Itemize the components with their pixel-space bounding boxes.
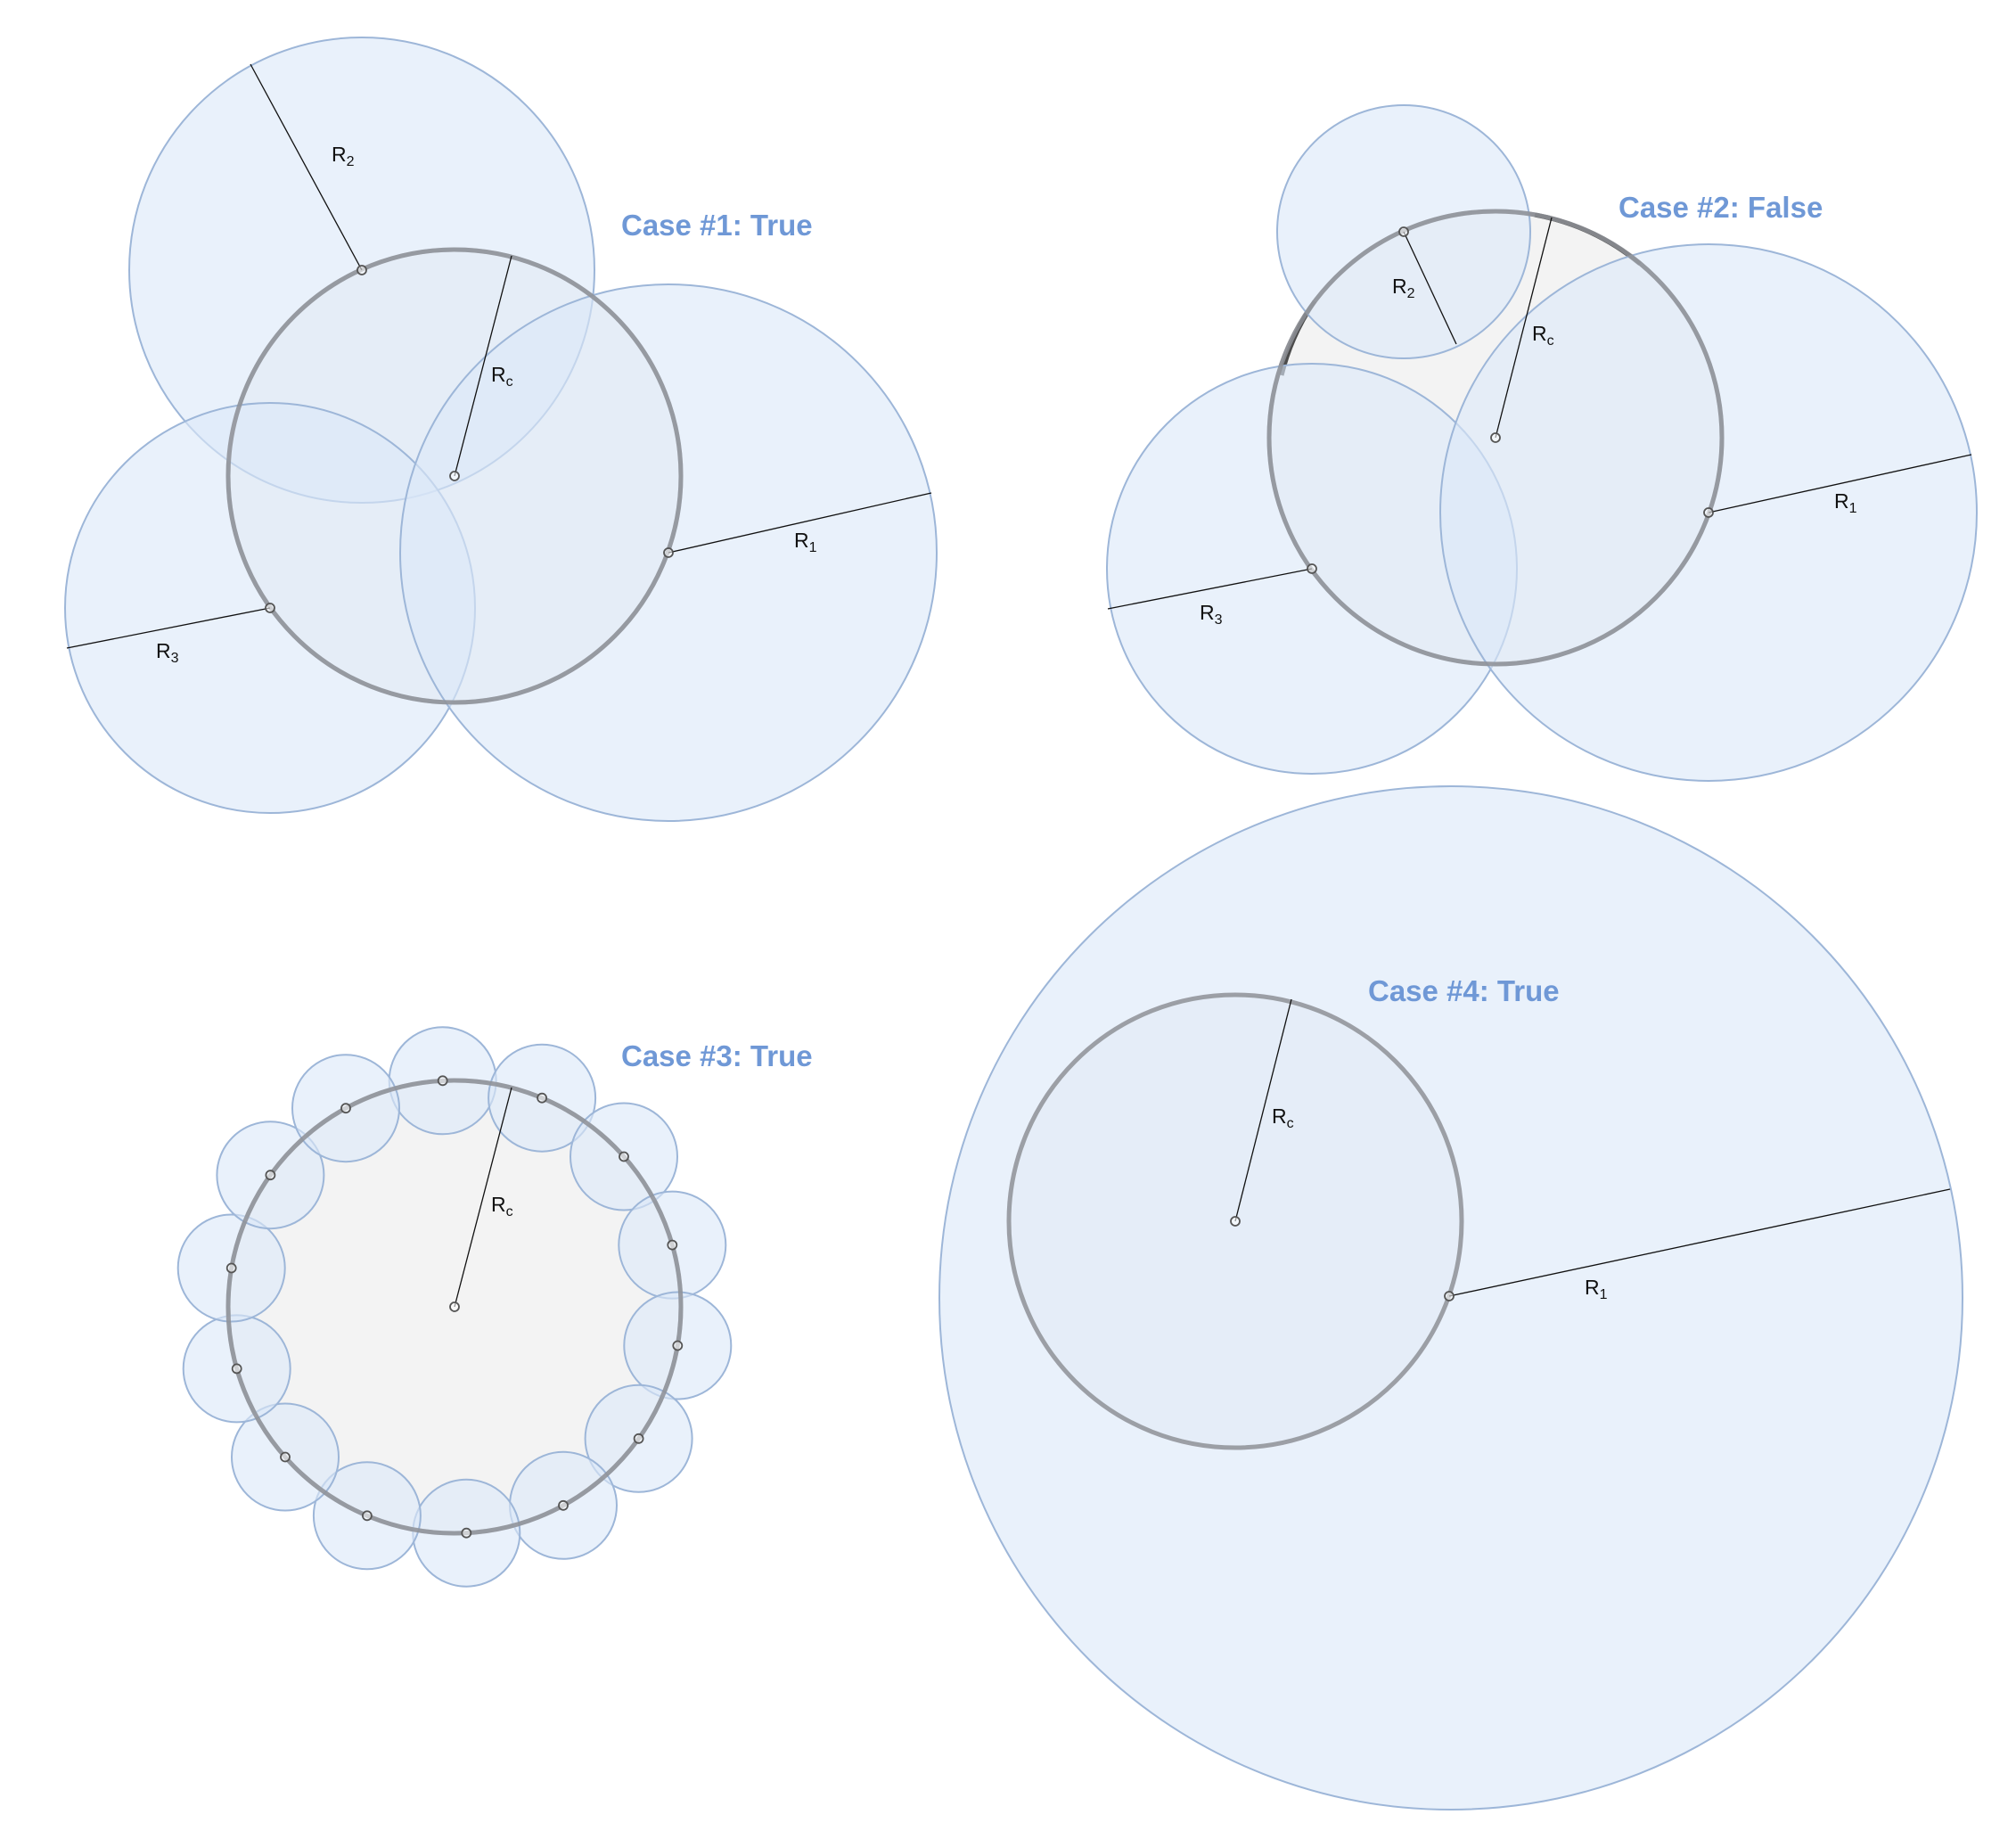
case-3-covered-circle bbox=[225, 1078, 684, 1536]
case-1-helper-center-3 bbox=[265, 603, 275, 613]
case-2-covered-circle bbox=[1266, 209, 1725, 667]
case-1-title: Case #1: True bbox=[621, 209, 813, 242]
case-4: Case #4: True Rc R1 bbox=[938, 785, 1963, 1810]
case-1-radius-rc bbox=[454, 255, 512, 477]
case-4-label-rc: Rc bbox=[1272, 1104, 1294, 1131]
case-3-helper-center bbox=[231, 1363, 242, 1375]
case-2-helper-center-1 bbox=[1703, 507, 1714, 518]
case-1: Case #1: True Rc R1 R2 R3 bbox=[64, 37, 938, 822]
case-3-label-rc: Rc bbox=[491, 1193, 513, 1219]
case-4-center-dot bbox=[1230, 1216, 1241, 1227]
case-1-helper-center-1 bbox=[663, 547, 674, 558]
case-2-label-rc: Rc bbox=[1532, 322, 1554, 349]
case-3-helper-center bbox=[361, 1510, 373, 1522]
case-3-helper-center bbox=[619, 1151, 629, 1162]
case-4-radius-rc bbox=[1234, 998, 1292, 1222]
case-3-helper-center bbox=[558, 1499, 569, 1511]
case-1-label-rc: Rc bbox=[491, 363, 513, 390]
case-3-helper-center bbox=[437, 1075, 448, 1087]
case-4-title: Case #4: True bbox=[1368, 974, 1560, 1007]
case-1-label-r2: R2 bbox=[332, 143, 355, 169]
case-1-helper-center-2 bbox=[356, 265, 367, 275]
case-2-radius-r3 bbox=[1107, 568, 1313, 610]
case-1-label-r3: R3 bbox=[156, 639, 179, 666]
case-2-radius-r1 bbox=[1708, 454, 1972, 513]
case-3-helper-center bbox=[633, 1433, 644, 1444]
case-2-label-r3: R3 bbox=[1200, 601, 1223, 628]
case-2-label-r2: R2 bbox=[1392, 275, 1415, 301]
case-3-helper-center bbox=[667, 1239, 678, 1251]
case-3-title: Case #3: True bbox=[621, 1039, 813, 1072]
case-4-label-r1: R1 bbox=[1585, 1276, 1608, 1302]
case-3-radius-rc bbox=[454, 1087, 512, 1308]
case-2-title: Case #2: False bbox=[1619, 191, 1823, 224]
case-3-helper-center bbox=[265, 1170, 276, 1181]
case-3-helper-center bbox=[537, 1092, 547, 1104]
case-1-covered-circle bbox=[225, 247, 684, 705]
case-1-radius-r3 bbox=[66, 607, 271, 649]
case-3: Case #3: True Rc bbox=[176, 1026, 813, 1588]
case-3-helper-center bbox=[280, 1451, 291, 1463]
case-3-helper-center bbox=[340, 1103, 351, 1114]
case-4-radius-r1 bbox=[1448, 1188, 1951, 1297]
case-4-helper-center-1 bbox=[1444, 1291, 1455, 1301]
case-1-radius-r1 bbox=[668, 492, 932, 554]
case-2-helper-center-3 bbox=[1307, 563, 1317, 574]
case-2: Case #2: False Rc R1 R2 R3 bbox=[1106, 104, 1978, 782]
case-2-radius-r2 bbox=[1403, 231, 1457, 345]
case-2-radius-rc bbox=[1495, 217, 1553, 439]
case-3-helper-center bbox=[672, 1340, 684, 1351]
case-1-radius-r2 bbox=[250, 63, 363, 271]
case-1-center-dot bbox=[449, 471, 460, 481]
case-3-helper-centers bbox=[225, 1075, 684, 1539]
case-3-helper-center bbox=[225, 1262, 237, 1274]
case-2-label-r1: R1 bbox=[1834, 489, 1857, 516]
case-1-label-r1: R1 bbox=[794, 529, 817, 555]
case-2-center-dot bbox=[1490, 432, 1501, 443]
case-3-center-dot bbox=[449, 1301, 460, 1312]
case-3-helper-center bbox=[461, 1527, 472, 1539]
case-2-helper-center-2 bbox=[1398, 226, 1409, 237]
